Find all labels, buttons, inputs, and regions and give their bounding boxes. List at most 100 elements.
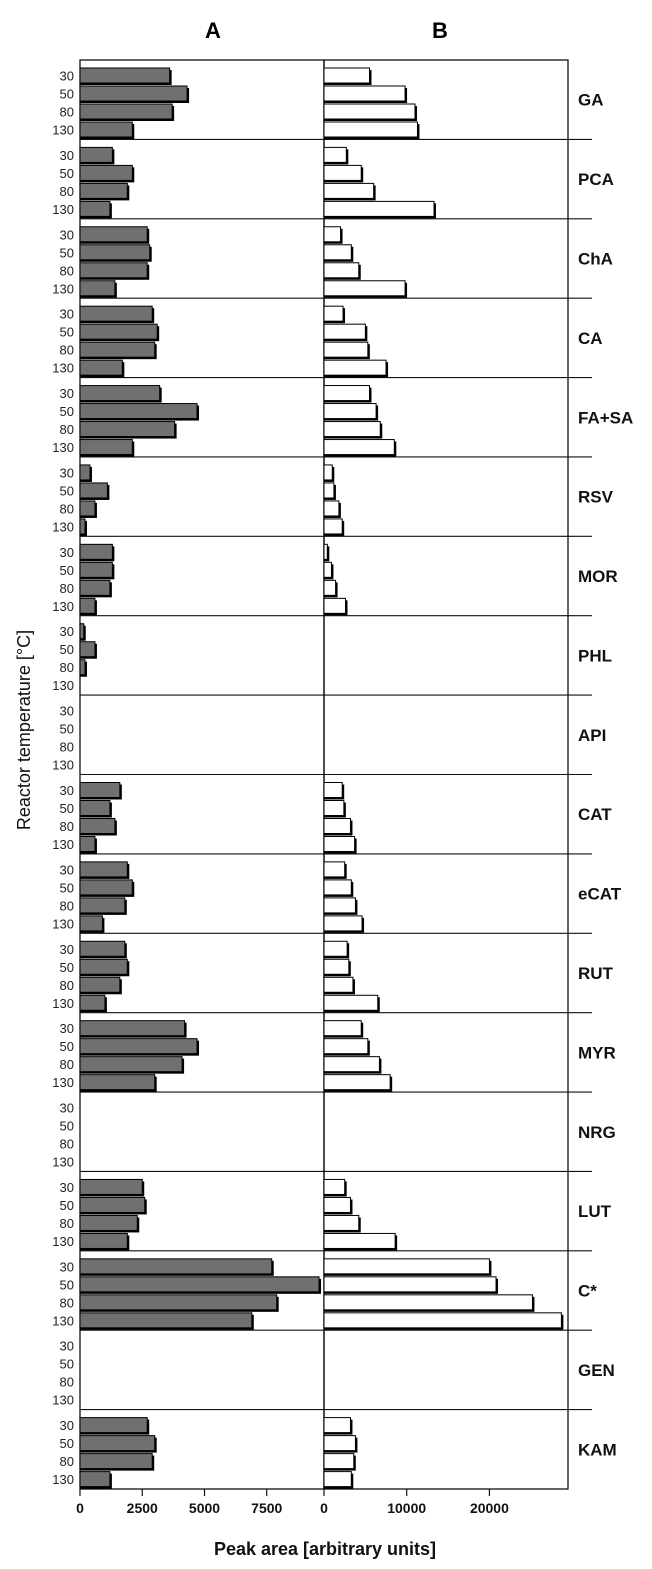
bar-a <box>79 323 158 340</box>
bar-a <box>79 861 128 878</box>
bar-a <box>79 1020 186 1037</box>
y-tick-label: 30 <box>60 862 74 877</box>
compound-label: PHL <box>578 646 612 665</box>
bar-a <box>79 244 151 261</box>
compound-labels: GA PCA ChA CA FA+SA RSV MOR PHL API CAT eCAT RUT MYR… <box>578 91 633 1460</box>
bar-b <box>323 500 340 517</box>
bar-a <box>79 597 96 614</box>
bar-b <box>323 879 352 896</box>
bar-b <box>323 1417 351 1434</box>
y-tick-label: 130 <box>52 202 74 217</box>
y-tick-label: 80 <box>60 898 74 913</box>
bar-b <box>323 940 348 957</box>
x-tick-label: 0 <box>76 1500 84 1516</box>
y-tick-label: 130 <box>52 758 74 773</box>
y-tick-label: 30 <box>60 624 74 639</box>
y-tick-label: 130 <box>52 1472 74 1487</box>
y-tick-labels: 30 50 80 130 30 50 80 130 30 50 80 130 30 50 80 130 30 50… <box>52 69 74 1488</box>
bar-a <box>79 976 121 993</box>
bar-a <box>79 305 153 322</box>
y-tick-label: 50 <box>60 1198 74 1213</box>
bar-b <box>323 305 344 322</box>
bar-b <box>323 121 418 138</box>
y-tick-label: 80 <box>60 422 74 437</box>
y-tick-label: 80 <box>60 978 74 993</box>
y-tick-label: 50 <box>60 722 74 737</box>
y-tick-label: 30 <box>60 1101 74 1116</box>
y-tick-label: 130 <box>52 519 74 534</box>
x-tick-label: 10000 <box>387 1500 426 1516</box>
bar-b <box>323 164 362 181</box>
y-tick-label: 30 <box>60 148 74 163</box>
y-tick-label: 50 <box>60 1357 74 1372</box>
bar-a <box>79 1178 143 1195</box>
y-tick-label: 30 <box>60 307 74 322</box>
y-tick-label: 50 <box>60 166 74 181</box>
bar-a <box>79 818 116 834</box>
bar-b <box>323 518 343 535</box>
bar-b <box>323 421 381 438</box>
y-tick-label: 80 <box>60 184 74 199</box>
bar-b <box>323 543 328 560</box>
bar-a <box>79 200 111 217</box>
bar-a <box>79 280 116 297</box>
y-tick-label: 80 <box>60 105 74 120</box>
y-tick-label: 80 <box>60 819 74 834</box>
y-tick-label: 80 <box>60 1454 74 1469</box>
bar-b <box>323 439 395 456</box>
y-tick-label: 50 <box>60 404 74 419</box>
bar-b <box>323 782 343 798</box>
bar-a <box>79 103 173 120</box>
bar-b <box>323 226 342 243</box>
y-tick-label: 130 <box>52 1155 74 1170</box>
bar-a <box>79 500 96 517</box>
bar-b <box>323 385 370 402</box>
bar-b <box>323 482 335 499</box>
y-tick-label: 30 <box>60 783 74 798</box>
y-tick-label: 30 <box>60 704 74 719</box>
bar-b <box>323 323 366 340</box>
bar-b <box>323 1276 497 1293</box>
y-tick-label: 80 <box>60 660 74 675</box>
y-tick-label: 130 <box>52 281 74 296</box>
bar-a <box>79 1258 273 1275</box>
bar-b <box>323 1453 355 1470</box>
y-tick-label: 30 <box>60 1259 74 1274</box>
y-tick-label: 50 <box>60 1119 74 1134</box>
y-tick-label: 50 <box>60 563 74 578</box>
y-tick-label: 80 <box>60 263 74 278</box>
y-tick-label: 50 <box>60 483 74 498</box>
compound-label: eCAT <box>578 885 622 904</box>
compound-label: API <box>578 726 606 745</box>
bar-a <box>79 782 121 798</box>
bar-a <box>79 641 96 658</box>
compound-label: ChA <box>578 249 613 268</box>
y-tick-label: 30 <box>60 545 74 560</box>
y-tick-label: 50 <box>60 801 74 816</box>
compound-label: KAM <box>578 1440 617 1459</box>
compound-label: RUT <box>578 964 614 983</box>
bar-a <box>79 915 103 932</box>
bar-b <box>323 1178 346 1195</box>
bar-b <box>323 200 435 217</box>
x-tick-label: 0 <box>320 1500 328 1516</box>
bar-a <box>79 164 133 181</box>
bar-a <box>79 879 133 896</box>
bar-a <box>79 623 85 640</box>
y-tick-label: 50 <box>60 1436 74 1451</box>
x-tick-label: 7500 <box>251 1500 282 1516</box>
y-tick-label: 130 <box>52 916 74 931</box>
bar-a <box>79 403 198 420</box>
bar-a <box>79 836 96 852</box>
bar-b <box>323 597 347 614</box>
y-tick-label: 30 <box>60 1180 74 1195</box>
x-tick-label: 5000 <box>189 1500 220 1516</box>
y-tick-label: 130 <box>52 1075 74 1090</box>
x-ticks: 0 2500 5000 7500 0 10000 20000 <box>76 1489 509 1516</box>
bar-b <box>323 67 370 84</box>
bar-b <box>323 1038 369 1055</box>
y-tick-label: 30 <box>60 69 74 84</box>
bar-a <box>79 518 86 535</box>
y-tick-label: 50 <box>60 245 74 260</box>
